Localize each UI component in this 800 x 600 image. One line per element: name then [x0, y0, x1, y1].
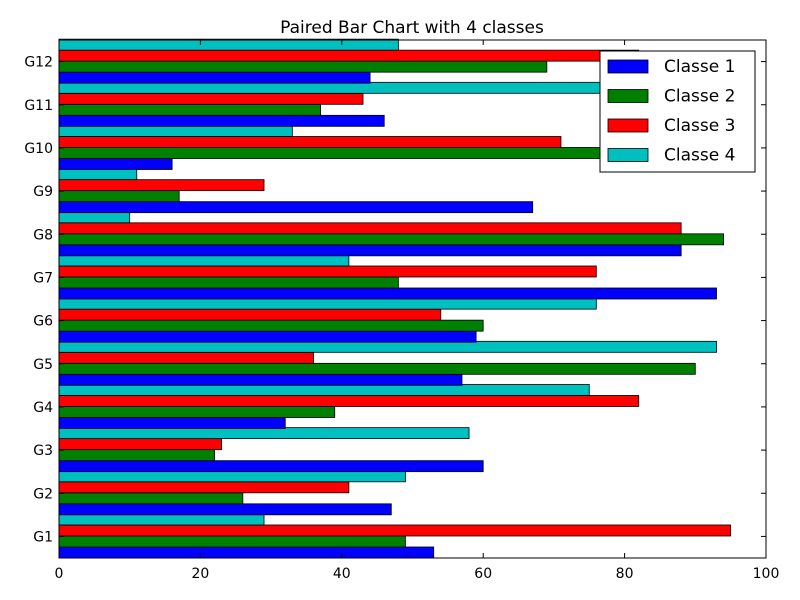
- bar-g6-series-4: [58, 297, 597, 310]
- bar-g3-series-3: [58, 438, 223, 451]
- bar-g7-series-2: [58, 276, 399, 289]
- bars-layer: [58, 38, 732, 559]
- bar-g8-series-4: [58, 211, 131, 224]
- y-tick-label: G7: [33, 270, 53, 286]
- y-tick-label: G2: [33, 486, 53, 502]
- bar-g12-series-2: [58, 60, 548, 73]
- bar-g8-series-3: [58, 222, 682, 235]
- chart-title: Paired Bar Chart with 4 classes: [280, 18, 544, 38]
- bar-g5-series-3: [58, 351, 314, 364]
- bar-g10-series-2: [58, 147, 604, 159]
- bar-g9-series-3: [58, 179, 265, 192]
- legend-label: Classe 4: [664, 146, 735, 166]
- bar-g6-series-3: [58, 308, 442, 321]
- y-tick-label: G12: [24, 55, 53, 71]
- legend-label: Classe 3: [664, 116, 735, 136]
- bar-g10-series-3: [58, 136, 562, 148]
- bar-g12-series-4: [58, 38, 399, 51]
- y-tick-label: G9: [33, 184, 53, 200]
- ticks-layer: 0 20 40 60 80 100 G1 G2 G3 G4 G5 G6 G7 G8 G9 G10 G11 G12: [24, 40, 779, 582]
- bar-g5-series-2: [58, 362, 696, 375]
- bar-g11-series-1: [58, 114, 385, 127]
- bar-g5-series-1: [58, 373, 463, 386]
- bar-g7-series-3: [58, 265, 597, 278]
- bar-g6-series-2: [58, 319, 484, 332]
- bar-g3-series-4: [58, 427, 470, 440]
- bar-g11-series-3: [58, 92, 364, 105]
- bar-g6-series-1: [58, 330, 477, 343]
- bar-g4-series-2: [58, 406, 336, 418]
- x-tick-label: 20: [191, 566, 209, 582]
- legend-swatch: [607, 148, 649, 162]
- y-tick-label: G6: [33, 314, 53, 330]
- bar-g7-series-4: [58, 254, 350, 267]
- bar-g7-series-1: [58, 287, 717, 300]
- y-tick-label: G8: [33, 227, 53, 243]
- legend-swatch: [607, 89, 649, 103]
- legend-label: Classe 2: [664, 87, 735, 107]
- bar-g2-series-3: [58, 481, 350, 494]
- x-tick-label: 40: [333, 566, 351, 582]
- bar-g1-series-3: [58, 524, 732, 537]
- y-tick-label: G3: [33, 443, 53, 459]
- legend-swatch: [607, 59, 649, 74]
- bar-g10-series-4: [58, 125, 293, 137]
- bar-g1-series-4: [58, 513, 265, 526]
- bar-g5-series-4: [58, 340, 717, 353]
- bar-g1-series-1: [58, 546, 435, 559]
- bar-g12-series-1: [58, 71, 371, 84]
- bar-g9-series-1: [58, 201, 534, 214]
- bar-g12-series-3: [58, 49, 640, 62]
- bar-g11-series-4: [58, 81, 682, 94]
- y-tick-label: G10: [24, 141, 53, 157]
- bar-g4-series-3: [58, 395, 640, 407]
- bar-g11-series-2: [58, 103, 321, 116]
- bar-g8-series-1: [58, 244, 682, 257]
- bar-g9-series-4: [58, 168, 138, 181]
- legend-swatch: [607, 118, 649, 133]
- y-tick-label: G1: [33, 529, 53, 545]
- bar-g9-series-2: [58, 190, 180, 203]
- legend-label: Classe 1: [664, 57, 735, 77]
- bar-g2-series-2: [58, 492, 244, 505]
- bar-g2-series-4: [58, 470, 406, 483]
- y-tick-label: G5: [33, 357, 53, 373]
- bar-g8-series-2: [58, 233, 724, 246]
- y-tick-label: G11: [24, 98, 53, 114]
- legend: Classe 1 Classe 2 Classe 3 Classe 4: [599, 50, 756, 173]
- x-tick-label: 100: [753, 566, 780, 582]
- x-tick-label: 0: [55, 566, 64, 582]
- plot-frame: [58, 39, 767, 559]
- bar-g1-series-2: [58, 535, 406, 548]
- bar-g3-series-1: [58, 460, 484, 473]
- x-tick-label: 80: [616, 566, 634, 582]
- bar-g2-series-1: [58, 503, 392, 516]
- x-tick-label: 60: [474, 566, 492, 582]
- bar-g4-series-1: [58, 417, 286, 429]
- bar-g4-series-4: [58, 384, 590, 396]
- bar-g10-series-1: [58, 158, 173, 170]
- bar-g3-series-2: [58, 449, 215, 462]
- y-tick-label: G4: [33, 400, 53, 416]
